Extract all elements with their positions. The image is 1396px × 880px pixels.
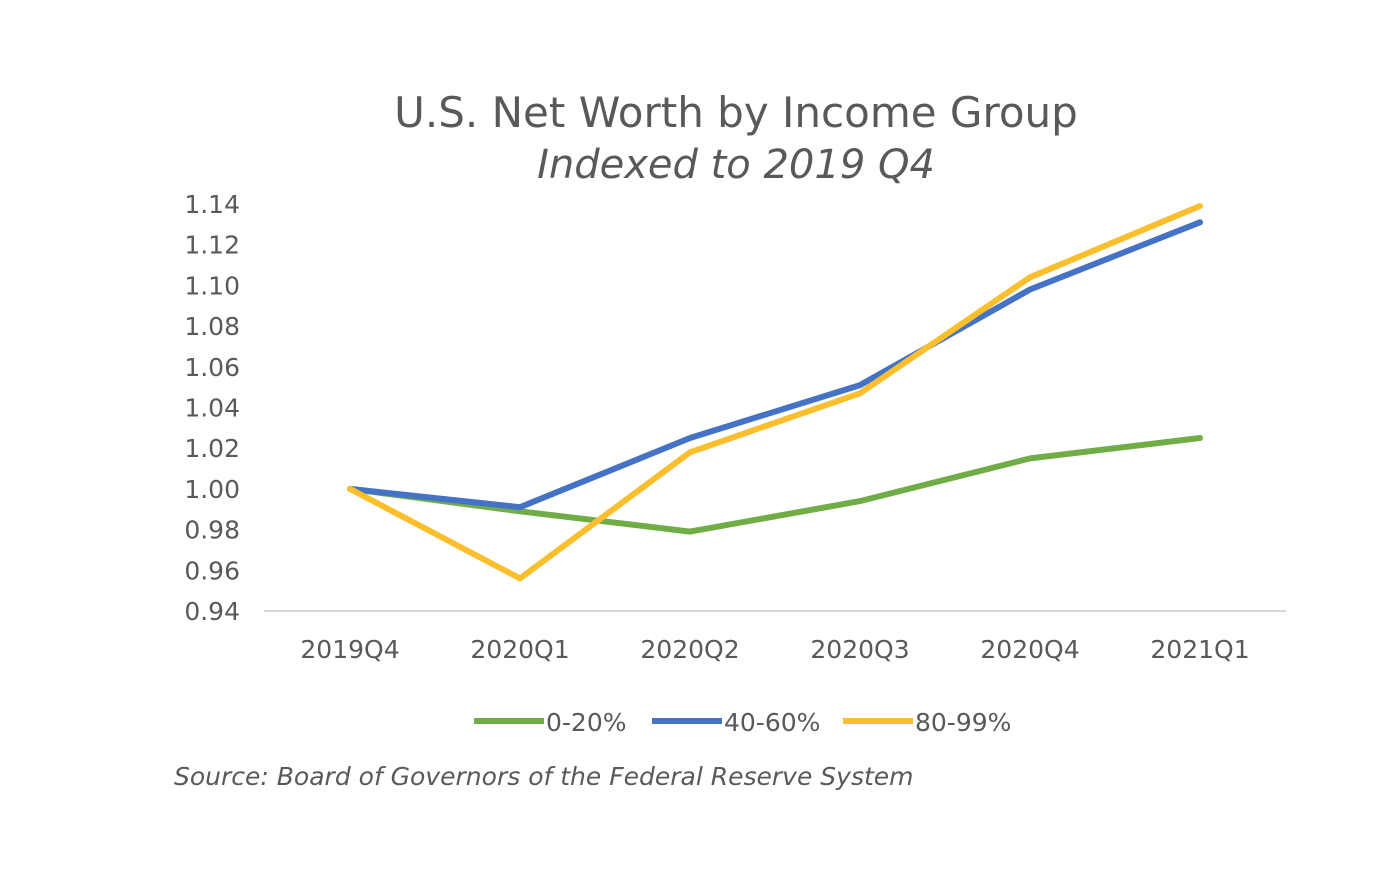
y-tick-label: 1.04 [184,394,240,423]
y-tick-label: 1.10 [184,271,240,300]
y-tick-label: 0.96 [184,556,240,585]
series-line-80-99% [347,203,1203,582]
x-tick-label: 2020Q1 [470,635,569,664]
y-tick-label: 0.94 [184,597,240,626]
source-note: Source: Board of Governors of the Federa… [174,762,914,791]
y-tick-label: 1.14 [184,190,240,219]
y-axis-ticks: 0.94 0.96 0.98 1.00 1.02 1.04 1.06 1.08 1.10 1.12… [184,190,240,626]
y-tick-label: 1.08 [184,312,240,341]
legend-label: 0-20% [546,708,627,737]
series-line-40-60% [347,219,1203,511]
x-tick-label: 2021Q1 [1150,635,1249,664]
chart-subtitle: Indexed to 2019 Q4 [537,142,935,188]
legend-label: 40-60% [724,708,820,737]
y-tick-label: 0.98 [184,516,240,545]
legend-label: 80-99% [915,708,1011,737]
x-tick-label: 2020Q4 [980,635,1079,664]
chart-title: U.S. Net Worth by Income Group [394,88,1078,137]
x-tick-label: 2020Q2 [640,635,739,664]
legend: 0-20% 40-60% 80-99% [474,708,1011,737]
x-tick-label: 2020Q3 [810,635,909,664]
y-tick-label: 1.02 [184,434,240,463]
x-axis-ticks: 2019Q4 2020Q1 2020Q2 2020Q3 2020Q4 2021Q1 [300,635,1249,664]
y-tick-label: 1.12 [184,231,240,260]
y-tick-label: 1.00 [184,475,240,504]
series-line-0-20% [347,435,1203,535]
x-tick-label: 2019Q4 [300,635,399,664]
y-tick-label: 1.06 [184,353,240,382]
series-lines [347,203,1203,582]
